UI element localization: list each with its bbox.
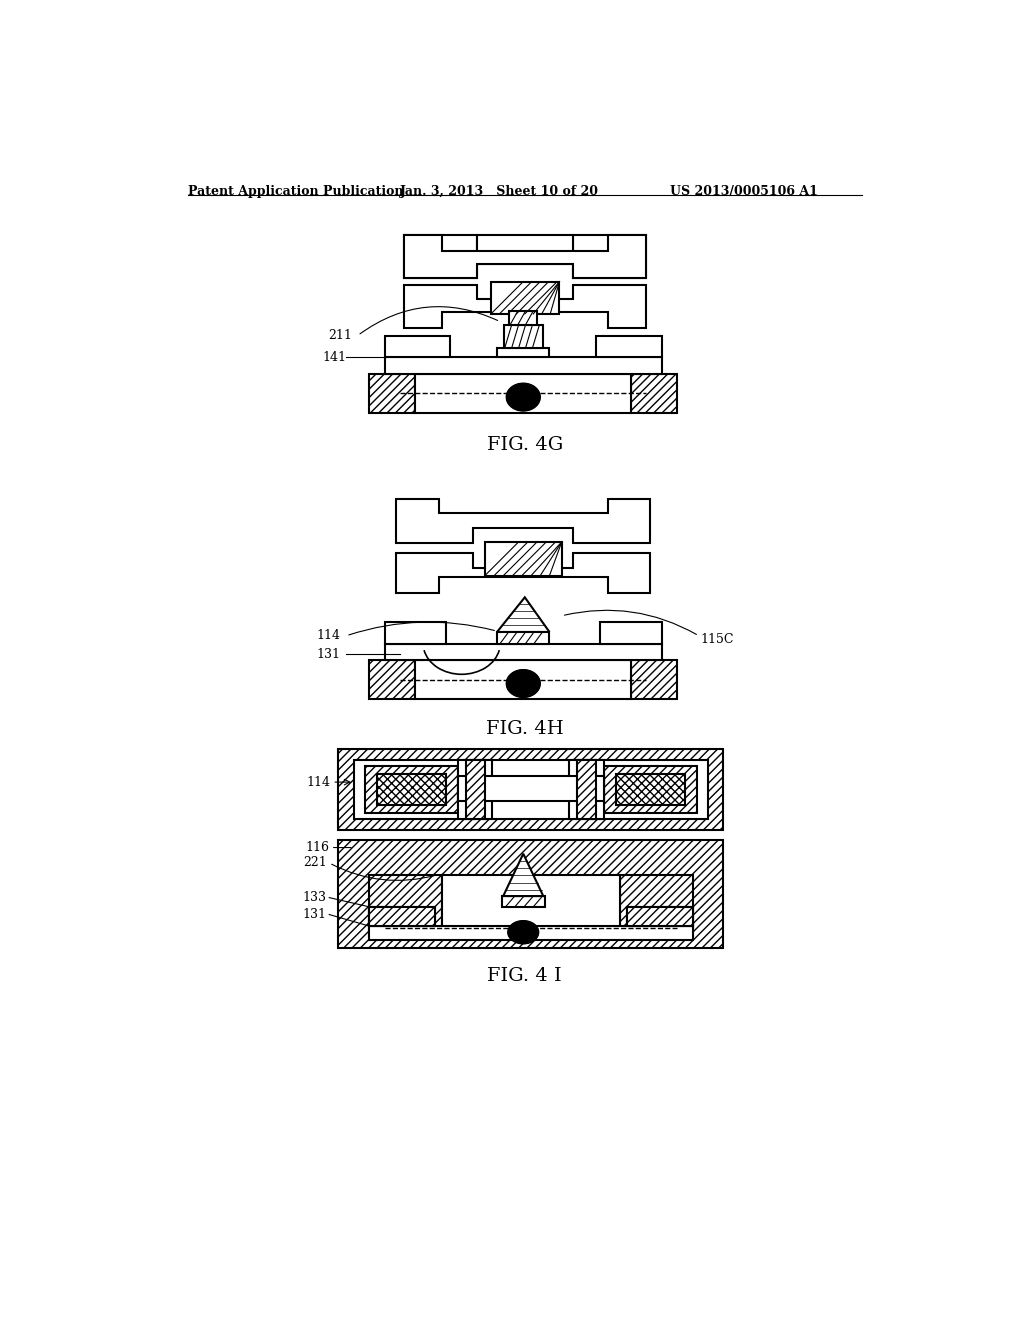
Polygon shape (503, 854, 544, 896)
Bar (628, 907, 692, 927)
Bar (604, 766, 696, 813)
Bar (569, 760, 604, 818)
Bar (370, 874, 442, 936)
Bar (596, 335, 662, 358)
Bar (497, 632, 550, 644)
Bar (403, 235, 477, 277)
Text: 141: 141 (323, 351, 346, 363)
Bar (385, 356, 662, 374)
Polygon shape (497, 598, 550, 632)
Bar (339, 840, 724, 948)
Bar (339, 748, 724, 830)
Bar (628, 907, 692, 927)
Text: 131: 131 (316, 648, 340, 661)
Text: 115C: 115C (700, 634, 734, 647)
Polygon shape (396, 553, 650, 593)
Text: 114: 114 (307, 776, 331, 788)
Text: 114: 114 (316, 630, 340, 643)
Text: FIG. 4H: FIG. 4H (486, 721, 563, 738)
Text: 131: 131 (303, 908, 327, 921)
Bar (600, 622, 662, 644)
Bar (631, 660, 677, 700)
Bar (490, 281, 559, 314)
Bar (497, 348, 550, 358)
Polygon shape (506, 669, 541, 697)
Bar (509, 312, 538, 325)
Bar (370, 374, 416, 412)
Bar (477, 235, 573, 264)
Bar (484, 541, 562, 576)
Text: Patent Application Publication: Patent Application Publication (188, 185, 403, 198)
Text: US 2013/0005106 A1: US 2013/0005106 A1 (670, 185, 817, 198)
Bar (385, 622, 446, 644)
Text: 116: 116 (305, 841, 330, 854)
Bar (620, 874, 692, 936)
Bar (573, 235, 646, 277)
Polygon shape (403, 285, 646, 327)
Bar (377, 774, 446, 805)
Bar (458, 760, 493, 818)
Bar (466, 760, 484, 818)
Bar (615, 774, 685, 805)
Bar (385, 335, 451, 358)
Bar (370, 907, 435, 927)
Text: 211: 211 (329, 329, 352, 342)
Text: 133: 133 (303, 891, 327, 904)
Bar (416, 660, 631, 700)
Bar (385, 644, 662, 660)
Bar (502, 896, 545, 907)
Bar (416, 374, 631, 412)
Bar (370, 907, 435, 927)
Bar (354, 760, 708, 818)
Text: FIG. 4 I: FIG. 4 I (487, 966, 562, 985)
Bar (366, 766, 458, 813)
Polygon shape (508, 921, 539, 944)
Bar (370, 660, 416, 700)
Bar (578, 760, 596, 818)
Bar (370, 927, 692, 940)
Bar (458, 776, 604, 801)
Bar (631, 374, 677, 412)
Bar (442, 874, 620, 936)
Text: 221: 221 (303, 857, 327, 870)
Polygon shape (403, 235, 646, 277)
Bar (504, 325, 543, 348)
Text: Jan. 3, 2013   Sheet 10 of 20: Jan. 3, 2013 Sheet 10 of 20 (400, 185, 599, 198)
Polygon shape (396, 499, 650, 544)
Polygon shape (506, 383, 541, 411)
Text: FIG. 4G: FIG. 4G (486, 436, 563, 454)
